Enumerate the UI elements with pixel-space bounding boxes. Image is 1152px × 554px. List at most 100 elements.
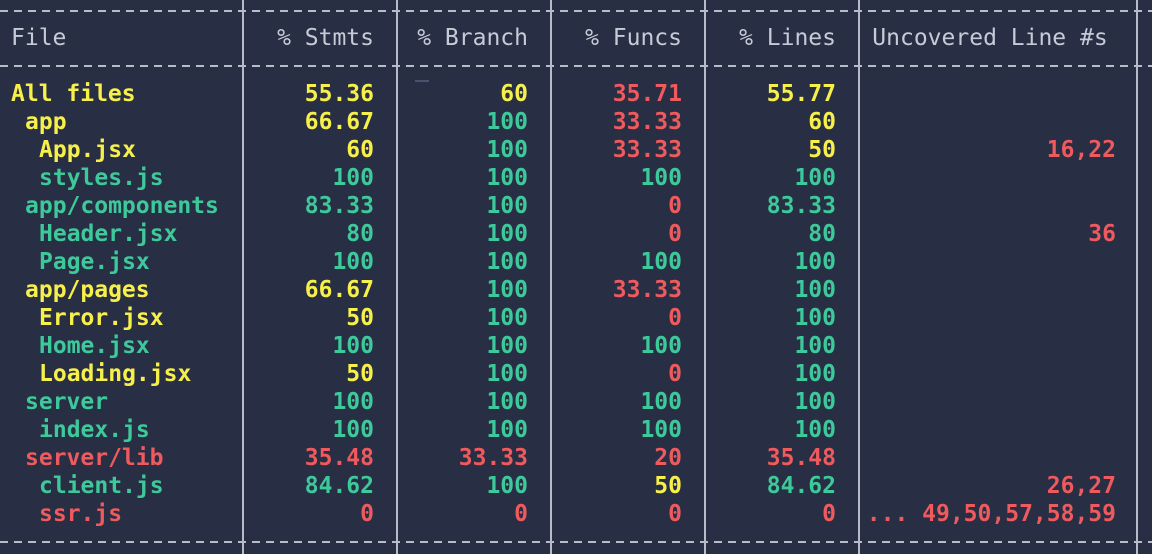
cell-branch: 60 bbox=[500, 81, 528, 107]
cell-stmts: 80 bbox=[346, 221, 374, 247]
cell-uncovered bbox=[862, 276, 1116, 304]
column-divider bbox=[704, 0, 706, 554]
header-funcs: % Funcs bbox=[585, 25, 682, 51]
cell-file: Page.jsx bbox=[39, 249, 150, 275]
cell-stmts: 55.36 bbox=[304, 81, 374, 107]
table-border-top bbox=[0, 10, 1152, 12]
cell-lines: 100 bbox=[794, 361, 836, 387]
table-row: server/lib 35.48 33.33 20 35.48 bbox=[0, 444, 1152, 472]
cell-funcs: 100 bbox=[640, 249, 682, 275]
cell-branch: 100 bbox=[486, 193, 528, 219]
table-row: app/components 83.33 100 0 83.33 bbox=[0, 192, 1152, 220]
table-row: Loading.jsx 50 100 0 100 bbox=[0, 360, 1152, 388]
cell-lines: 84.62 bbox=[766, 473, 836, 499]
header-file: File bbox=[11, 25, 67, 51]
cell-branch: 100 bbox=[486, 165, 528, 191]
column-divider bbox=[550, 0, 552, 554]
cell-uncovered bbox=[862, 164, 1116, 192]
table-row: app/pages 66.67 100 33.33 100 bbox=[0, 276, 1152, 304]
cell-lines: 100 bbox=[794, 249, 836, 275]
cell-stmts: 100 bbox=[332, 333, 374, 359]
cell-funcs: 100 bbox=[640, 389, 682, 415]
cell-lines: 55.77 bbox=[766, 81, 836, 107]
table-row: Header.jsx 80 100 0 80 36 bbox=[0, 220, 1152, 248]
cell-file: Home.jsx bbox=[39, 333, 150, 359]
cell-funcs: 0 bbox=[668, 221, 682, 247]
header-uncovered: Uncovered Line #s bbox=[872, 25, 1108, 51]
table-row: ssr.js 0 0 0 0 ... 49,50,57,58,59 bbox=[0, 500, 1152, 528]
cell-file: App.jsx bbox=[39, 137, 136, 163]
cell-stmts: 50 bbox=[346, 305, 374, 331]
cell-funcs: 100 bbox=[640, 165, 682, 191]
cell-uncovered bbox=[862, 304, 1116, 332]
cell-branch: 100 bbox=[486, 361, 528, 387]
cell-lines: 100 bbox=[794, 417, 836, 443]
cell-uncovered: ... 49,50,57,58,59 bbox=[866, 501, 1116, 527]
cell-stmts: 66.67 bbox=[304, 109, 374, 135]
cell-stmts: 50 bbox=[346, 361, 374, 387]
cell-funcs: 0 bbox=[668, 361, 682, 387]
cell-uncovered bbox=[862, 332, 1116, 360]
cell-file: server/lib bbox=[25, 445, 164, 471]
cell-lines: 100 bbox=[794, 165, 836, 191]
cell-funcs: 0 bbox=[668, 193, 682, 219]
cell-uncovered bbox=[862, 108, 1116, 136]
cell-branch: 100 bbox=[486, 417, 528, 443]
table-row: index.js 100 100 100 100 bbox=[0, 416, 1152, 444]
cell-uncovered bbox=[862, 444, 1116, 472]
column-divider bbox=[396, 0, 398, 554]
cell-uncovered bbox=[862, 416, 1116, 444]
cell-file: index.js bbox=[39, 417, 150, 443]
cell-branch: 100 bbox=[486, 221, 528, 247]
cell-lines: 83.33 bbox=[766, 193, 836, 219]
cell-funcs: 0 bbox=[668, 501, 682, 527]
cell-lines: 100 bbox=[794, 333, 836, 359]
render-artifact bbox=[415, 80, 429, 82]
table-header-row: File % Stmts % Branch % Funcs % Lines Un… bbox=[0, 24, 1152, 52]
cell-lines: 50 bbox=[808, 137, 836, 163]
cell-stmts: 100 bbox=[332, 389, 374, 415]
cell-funcs: 33.33 bbox=[612, 277, 682, 303]
column-divider bbox=[242, 0, 244, 554]
cell-funcs: 33.33 bbox=[612, 109, 682, 135]
cell-branch: 100 bbox=[486, 109, 528, 135]
cell-uncovered: 26,27 bbox=[1046, 473, 1116, 499]
cell-uncovered bbox=[862, 360, 1116, 388]
column-divider bbox=[1136, 0, 1138, 554]
cell-file: Loading.jsx bbox=[39, 361, 192, 387]
cell-file: app/components bbox=[25, 193, 219, 219]
header-branch: % Branch bbox=[417, 25, 528, 51]
cell-branch: 100 bbox=[486, 277, 528, 303]
cell-branch: 100 bbox=[486, 473, 528, 499]
table-row: Error.jsx 50 100 0 100 bbox=[0, 304, 1152, 332]
cell-stmts: 60 bbox=[346, 137, 374, 163]
cell-stmts: 100 bbox=[332, 417, 374, 443]
column-divider bbox=[858, 0, 860, 554]
cell-file: Header.jsx bbox=[39, 221, 178, 247]
cell-file: All files bbox=[11, 81, 136, 107]
cell-stmts: 0 bbox=[360, 501, 374, 527]
cell-funcs: 33.33 bbox=[612, 137, 682, 163]
cell-file: server bbox=[25, 389, 109, 415]
cell-lines: 60 bbox=[808, 109, 836, 135]
cell-file: Error.jsx bbox=[39, 305, 164, 331]
cell-stmts: 100 bbox=[332, 249, 374, 275]
cell-funcs: 100 bbox=[640, 333, 682, 359]
table-border-bottom bbox=[0, 541, 1152, 543]
cell-lines: 80 bbox=[808, 221, 836, 247]
cell-funcs: 0 bbox=[668, 305, 682, 331]
table-row: App.jsx 60 100 33.33 50 16,22 bbox=[0, 136, 1152, 164]
table-row: Page.jsx 100 100 100 100 bbox=[0, 248, 1152, 276]
cell-lines: 100 bbox=[794, 389, 836, 415]
cell-stmts: 84.62 bbox=[304, 473, 374, 499]
cell-lines: 35.48 bbox=[766, 445, 836, 471]
cell-lines: 100 bbox=[794, 277, 836, 303]
header-stmts: % Stmts bbox=[277, 25, 374, 51]
cell-branch: 0 bbox=[514, 501, 528, 527]
cell-file: styles.js bbox=[39, 165, 164, 191]
table-row: Home.jsx 100 100 100 100 bbox=[0, 332, 1152, 360]
cell-lines: 0 bbox=[822, 501, 836, 527]
cell-uncovered bbox=[862, 80, 1116, 108]
cell-stmts: 66.67 bbox=[304, 277, 374, 303]
cell-uncovered: 16,22 bbox=[1046, 137, 1116, 163]
